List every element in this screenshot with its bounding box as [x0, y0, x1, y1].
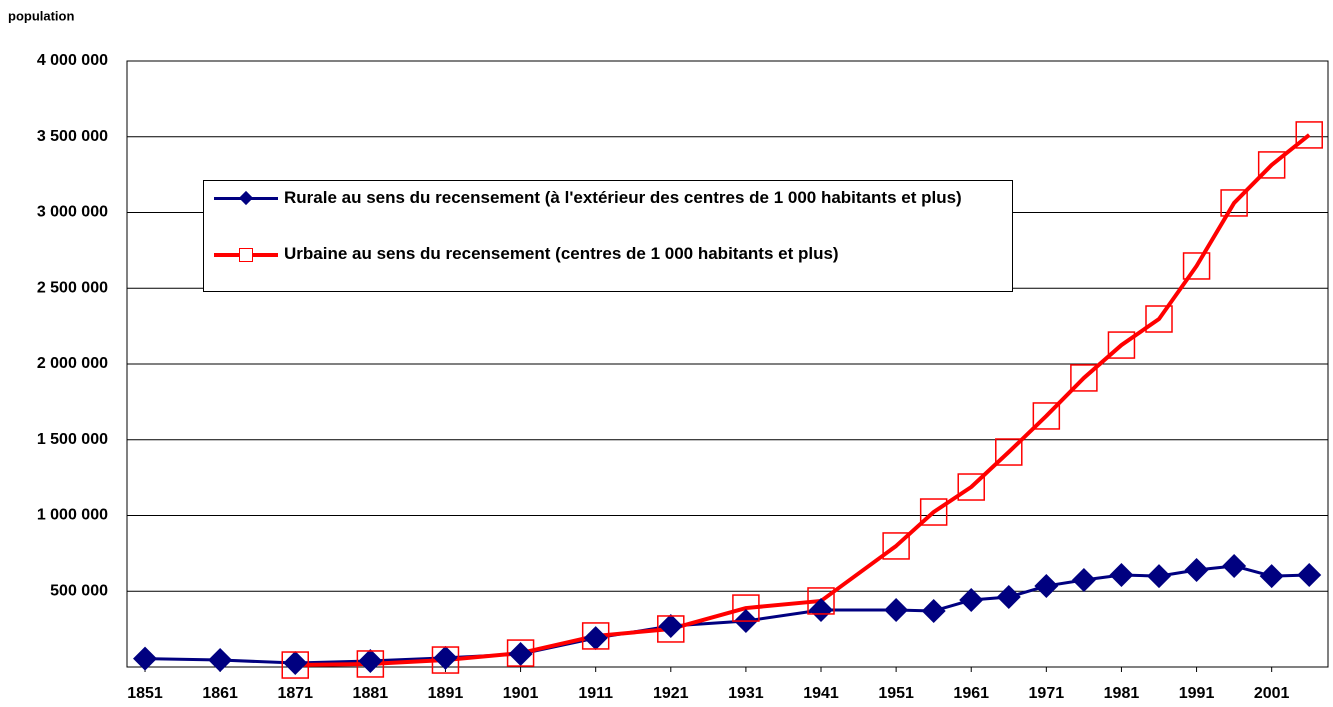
x-tick-label: 1861 [202, 685, 238, 702]
x-tick-label: 1991 [1179, 685, 1215, 702]
marker [133, 646, 158, 671]
x-tick-label: 1951 [878, 685, 914, 702]
marker [1259, 564, 1284, 589]
y-tick-label: 3 000 000 [37, 204, 108, 221]
marker [919, 498, 948, 526]
marker [1297, 563, 1322, 588]
marker [1070, 364, 1098, 392]
legend-swatch [214, 248, 278, 262]
marker [1184, 558, 1209, 583]
x-tick-label: 1851 [127, 685, 163, 702]
legend-marker [238, 190, 254, 206]
marker [1222, 553, 1247, 578]
x-tick-label: 2001 [1254, 685, 1290, 702]
marker [1257, 151, 1286, 179]
marker [1295, 121, 1323, 149]
legend-label: Urbaine au sens du recensement (centres … [284, 244, 839, 263]
marker [657, 615, 685, 643]
marker [1071, 568, 1096, 593]
y-tick-label: 1 000 000 [37, 507, 108, 524]
marker [433, 645, 458, 670]
x-tick-label: 1871 [277, 685, 313, 702]
x-tick-label: 1931 [728, 685, 764, 702]
marker [959, 588, 984, 613]
x-tick-label: 1941 [803, 685, 839, 702]
x-tick-label: 1981 [1104, 685, 1140, 702]
marker [732, 594, 760, 622]
marker [281, 651, 309, 679]
x-tick-label: 1901 [503, 685, 539, 702]
marker [1145, 305, 1173, 333]
marker [1182, 252, 1211, 280]
marker [1107, 331, 1136, 359]
marker [884, 598, 909, 623]
marker [1147, 564, 1172, 589]
marker [508, 641, 533, 666]
legend-marker [239, 248, 253, 262]
y-tick-label: 1 500 000 [37, 431, 108, 448]
x-tick-label: 1911 [578, 685, 613, 702]
marker [882, 532, 910, 560]
marker [807, 587, 835, 615]
legend: Rurale au sens du recensement (à l'extér… [203, 180, 1013, 292]
marker [957, 473, 985, 501]
x-tick-label: 1881 [353, 685, 389, 702]
marker [1220, 189, 1248, 217]
legend-label: Rurale au sens du recensement (à l'extér… [284, 188, 962, 207]
marker [358, 648, 383, 673]
y-tick-label: 3 500 000 [37, 128, 108, 145]
marker [1034, 573, 1059, 598]
marker [583, 626, 608, 651]
marker [996, 585, 1021, 610]
series-line [144, 564, 1310, 665]
marker [809, 598, 834, 623]
x-tick-label: 1971 [1029, 685, 1065, 702]
y-tick-label: 500 000 [50, 582, 108, 599]
marker [921, 598, 946, 623]
y-tick-label: 2 000 000 [37, 355, 108, 372]
marker [1032, 402, 1061, 430]
y-axis-label: population [8, 8, 74, 23]
marker [658, 613, 683, 638]
marker [1109, 563, 1134, 588]
marker [995, 438, 1023, 466]
y-tick-label: 4 000 000 [37, 52, 108, 69]
x-tick-label: 1921 [653, 685, 689, 702]
marker [581, 622, 610, 650]
legend-swatch [214, 190, 278, 206]
marker [506, 639, 535, 667]
marker [283, 651, 308, 676]
marker [356, 650, 385, 678]
x-tick-label: 1891 [428, 685, 464, 702]
marker [431, 646, 460, 674]
x-tick-label: 1961 [953, 685, 989, 702]
marker [208, 648, 233, 673]
y-tick-label: 2 500 000 [37, 279, 108, 296]
